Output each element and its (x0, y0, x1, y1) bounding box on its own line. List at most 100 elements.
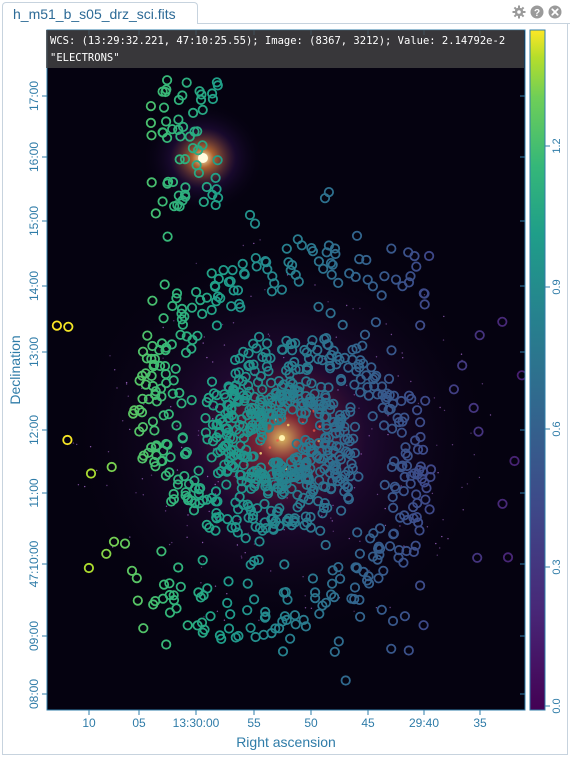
region-marker[interactable] (412, 444, 424, 455)
region-marker[interactable] (136, 407, 148, 418)
region-marker[interactable] (335, 454, 346, 465)
region-marker[interactable] (193, 465, 204, 476)
region-marker[interactable] (325, 257, 337, 269)
region-marker[interactable] (386, 243, 397, 254)
region-marker[interactable] (276, 344, 288, 355)
region-marker[interactable] (402, 514, 413, 526)
region-marker[interactable] (164, 607, 176, 618)
region-marker[interactable] (162, 75, 173, 86)
region-marker[interactable] (206, 452, 217, 463)
region-marker[interactable] (212, 468, 224, 479)
region-marker[interactable] (419, 299, 430, 310)
region-marker[interactable] (126, 565, 138, 576)
region-marker[interactable] (168, 494, 179, 505)
region-marker[interactable] (290, 269, 301, 280)
region-marker[interactable] (368, 528, 379, 539)
region-marker[interactable] (390, 274, 402, 285)
region-marker[interactable] (254, 331, 265, 342)
region-marker[interactable] (448, 384, 459, 395)
region-marker[interactable] (425, 464, 437, 475)
region-marker[interactable] (370, 317, 381, 328)
region-marker[interactable] (171, 293, 182, 304)
region-marker[interactable] (145, 101, 156, 112)
region-marker[interactable] (354, 254, 365, 265)
region-marker[interactable] (238, 450, 249, 461)
region-marker[interactable] (192, 330, 203, 341)
region-marker[interactable] (319, 463, 330, 474)
region-marker[interactable] (250, 631, 261, 643)
region-marker[interactable] (351, 230, 363, 241)
region-marker[interactable] (273, 470, 284, 481)
region-marker[interactable] (180, 191, 191, 202)
region-marker[interactable] (238, 390, 249, 401)
region-marker[interactable] (253, 409, 265, 420)
region-marker[interactable] (289, 356, 300, 368)
region-marker[interactable] (245, 622, 256, 633)
region-marker[interactable] (137, 393, 148, 404)
region-marker[interactable] (302, 474, 313, 485)
region-marker[interactable] (292, 502, 303, 513)
region-marker[interactable] (415, 320, 426, 331)
region-marker[interactable] (204, 522, 215, 533)
region-marker[interactable] (146, 442, 157, 453)
region-marker[interactable] (169, 201, 180, 212)
region-marker[interactable] (409, 435, 421, 446)
region-marker[interactable] (259, 498, 270, 509)
region-marker[interactable] (472, 552, 483, 563)
region-marker[interactable] (366, 362, 377, 373)
region-marker[interactable] (354, 611, 366, 622)
region-marker[interactable] (378, 420, 390, 431)
region-marker[interactable] (174, 154, 185, 165)
region-marker[interactable] (318, 453, 329, 464)
region-marker[interactable] (225, 460, 237, 472)
region-marker[interactable] (403, 390, 415, 401)
region-marker[interactable] (253, 554, 264, 566)
region-marker[interactable] (150, 461, 161, 472)
region-marker[interactable] (198, 196, 209, 207)
region-marker[interactable] (256, 473, 267, 484)
region-marker[interactable] (401, 545, 412, 557)
region-marker[interactable] (396, 395, 407, 407)
region-marker[interactable] (137, 453, 148, 464)
help-icon[interactable]: ? (530, 5, 544, 19)
region-marker[interactable] (354, 548, 365, 559)
colorbar[interactable] (530, 30, 545, 710)
region-marker[interactable] (251, 261, 262, 272)
region-marker[interactable] (150, 386, 161, 397)
region-marker[interactable] (502, 552, 514, 563)
region-marker[interactable] (378, 565, 389, 576)
region-marker[interactable] (276, 284, 287, 295)
region-marker[interactable] (171, 288, 183, 299)
region-marker[interactable] (497, 498, 508, 509)
region-marker[interactable] (263, 366, 274, 377)
region-marker[interactable] (240, 393, 251, 404)
region-marker[interactable] (344, 449, 356, 460)
region-marker[interactable] (367, 411, 378, 422)
region-marker[interactable] (414, 580, 426, 591)
region-marker[interactable] (180, 182, 191, 193)
region-marker[interactable] (381, 388, 392, 399)
region-marker[interactable] (145, 117, 156, 129)
region-marker[interactable] (207, 419, 218, 430)
region-marker[interactable] (151, 440, 162, 451)
region-marker[interactable] (418, 620, 429, 631)
region-marker[interactable] (363, 390, 374, 401)
region-marker[interactable] (206, 376, 218, 387)
region-marker[interactable] (249, 594, 260, 605)
region-marker[interactable] (225, 609, 236, 620)
region-marker[interactable] (195, 294, 206, 306)
region-marker[interactable] (197, 308, 208, 319)
region-marker[interactable] (399, 471, 410, 482)
region-marker[interactable] (243, 348, 254, 359)
region-marker[interactable] (158, 579, 170, 590)
region-marker[interactable] (167, 300, 178, 312)
region-marker[interactable] (221, 479, 232, 490)
region-marker[interactable] (387, 615, 399, 627)
region-overlay[interactable] (51, 75, 526, 686)
region-marker[interactable] (254, 536, 265, 547)
region-marker[interactable] (248, 338, 259, 349)
region-marker[interactable] (405, 470, 417, 481)
region-marker[interactable] (202, 434, 213, 445)
region-marker[interactable] (181, 331, 192, 342)
region-marker[interactable] (339, 352, 350, 363)
